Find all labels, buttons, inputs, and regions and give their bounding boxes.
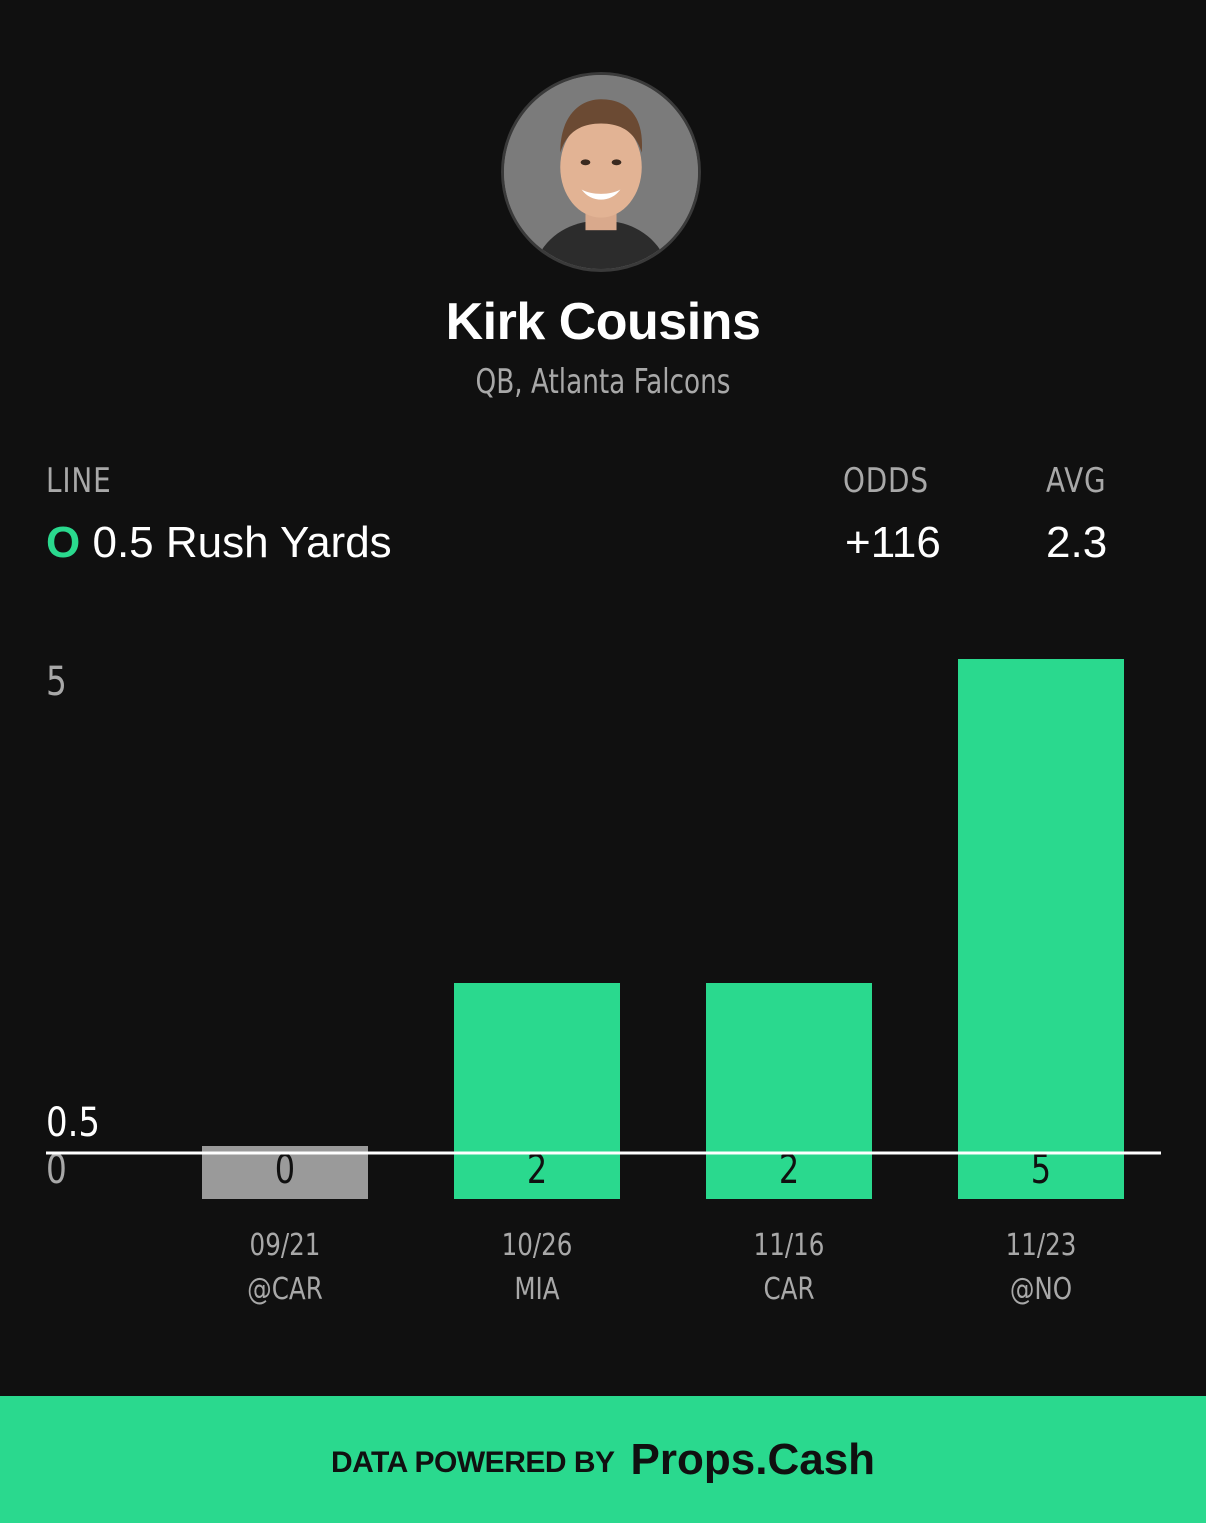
- odds-header: ODDS: [843, 461, 929, 501]
- x-tick-date: 09/21: [250, 1229, 321, 1263]
- x-tick-opponent: MIA: [514, 1273, 560, 1307]
- player-avatar: [501, 72, 701, 272]
- bar-value-label: 0: [275, 1145, 295, 1192]
- player-headshot-icon: [504, 75, 698, 269]
- x-tick-date: 11/23: [1006, 1229, 1077, 1263]
- bar-value-label: 5: [1031, 1145, 1051, 1192]
- footer-prefix: DATA POWERED BY: [330, 1445, 615, 1479]
- odds-value: +116: [845, 518, 941, 567]
- y-tick-label: 0: [46, 1146, 67, 1193]
- x-tick-date: 10/26: [502, 1229, 573, 1263]
- bar-11-23: [958, 659, 1124, 1199]
- prop-line-label: 0.5: [46, 1099, 100, 1145]
- line-text: 0.5 Rush Yards: [92, 518, 392, 567]
- footer-banner: DATA POWERED BY Props.Cash: [0, 1396, 1206, 1523]
- x-tick-opponent: @CAR: [247, 1273, 323, 1307]
- over-under-indicator: O: [46, 518, 81, 567]
- avg-header: AVG: [1046, 461, 1107, 501]
- bar-10-26: [454, 983, 620, 1199]
- x-tick-opponent: @NO: [1010, 1273, 1072, 1307]
- rush-yards-bar-chart: 0 09/21 @CAR 2 10/26 MIA 2 11/16 CAR 5 11/23 @NO 0 5 0…: [46, 658, 1161, 1307]
- line-value: O 0.5 Rush Yards: [46, 518, 392, 568]
- footer-brand: Props.Cash: [630, 1434, 876, 1484]
- x-tick-opponent: CAR: [763, 1273, 814, 1307]
- bar-09-21: [202, 1146, 368, 1199]
- bar-value-label: 2: [779, 1145, 799, 1192]
- y-tick-label: 5: [46, 658, 67, 705]
- bar-value-label: 2: [527, 1145, 547, 1192]
- player-position-team: QB, Atlanta Falcons: [475, 362, 731, 402]
- line-header: LINE: [46, 461, 112, 501]
- bar-11-16: [706, 983, 872, 1199]
- player-name: Kirk Cousins: [445, 293, 761, 351]
- x-tick-date: 11/16: [754, 1229, 825, 1263]
- avg-value: 2.3: [1046, 518, 1108, 567]
